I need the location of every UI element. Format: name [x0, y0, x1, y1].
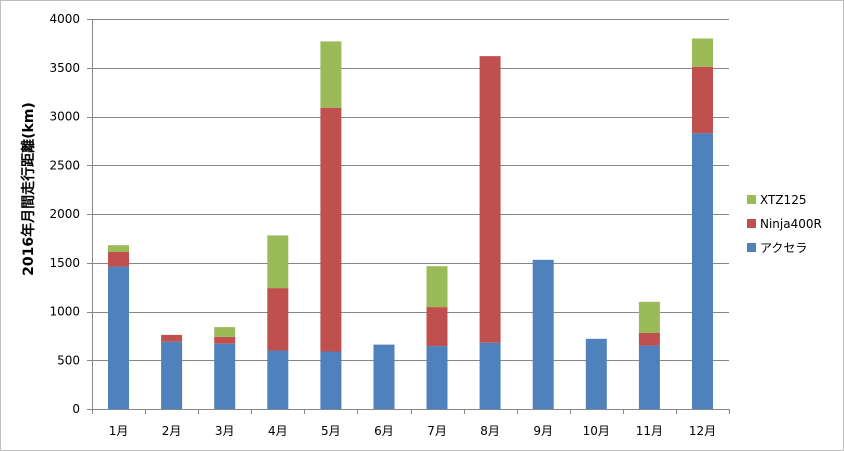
y-tick-label: 4000: [49, 12, 80, 26]
bar-segment: [373, 344, 395, 409]
bar-segment: [320, 351, 342, 409]
bar-segment: [267, 288, 289, 351]
bar-segment: [638, 301, 660, 333]
bar-segment: [532, 259, 554, 409]
legend-swatch: [747, 243, 756, 252]
bar-segment: [320, 41, 342, 108]
legend-label: アクセラ: [760, 241, 807, 255]
x-tick-label: 3月: [215, 424, 235, 438]
legend-item: Ninja400R: [747, 217, 822, 231]
bar-segment: [692, 38, 713, 67]
y-tick-labels: 0 500 1000 1500 2000 2500 3000 3500 4000: [49, 12, 80, 416]
legend-swatch: [747, 219, 756, 228]
bar-segment: [267, 350, 289, 409]
bar-segment: [585, 338, 607, 409]
legend-label: XTZ125: [760, 193, 806, 207]
bar-segment: [214, 336, 236, 344]
bar-segment: [108, 245, 129, 252]
bar-segment: [426, 346, 448, 409]
bar-segment: [426, 307, 448, 347]
x-tick-label: 9月: [533, 424, 553, 438]
bar-segment: [214, 327, 236, 337]
bar-segment: [692, 133, 713, 409]
legend-item: XTZ125: [747, 193, 806, 207]
bar-segment: [479, 56, 501, 343]
gridlines: [92, 19, 729, 361]
x-tick-label: 11月: [636, 424, 663, 438]
x-tick-label: 1月: [109, 424, 129, 438]
bar-segment: [638, 332, 660, 346]
x-tick-label: 4月: [268, 424, 288, 438]
legend-item: アクセラ: [747, 241, 807, 255]
legend-swatch: [747, 195, 756, 204]
bar-segment: [161, 341, 183, 409]
bar-segment: [426, 266, 448, 308]
bar-segment: [108, 266, 129, 409]
x-tick-label: 6月: [374, 424, 394, 438]
bars: [108, 38, 713, 409]
bar-segment: [692, 66, 713, 134]
y-axis-label: 2016年月間走行距離(km): [20, 102, 37, 276]
legend: XTZ125 Ninja400R アクセラ: [747, 193, 822, 255]
x-tick-label: 8月: [480, 424, 500, 438]
bar-segment: [214, 343, 236, 409]
bar-segment: [479, 342, 501, 409]
bar-segment: [108, 252, 129, 267]
x-tick-label: 2月: [162, 424, 182, 438]
y-tick-label: 1000: [49, 305, 80, 319]
y-tick-label: 500: [57, 353, 80, 367]
bar-segment: [638, 345, 660, 409]
x-tick-label: 5月: [321, 424, 341, 438]
y-tick-label: 3500: [49, 61, 80, 75]
bar-segment: [161, 334, 183, 342]
x-tick-labels: 1月 2月 3月 4月 5月 6月 7月 8月 9月 10月 11月 12月: [109, 424, 716, 438]
y-tick-label: 2500: [49, 158, 80, 172]
y-tick-label: 1500: [49, 256, 80, 270]
y-tick-label: 2000: [49, 207, 80, 221]
x-tick-label: 7月: [427, 424, 447, 438]
axes: [87, 19, 730, 414]
bar-segment: [320, 107, 342, 352]
x-tick-label: 12月: [689, 424, 716, 438]
y-tick-label: 0: [72, 402, 80, 416]
bar-segment: [267, 235, 289, 289]
x-tick-label: 10月: [583, 424, 610, 438]
legend-label: Ninja400R: [760, 217, 822, 231]
y-tick-label: 3000: [49, 110, 80, 124]
